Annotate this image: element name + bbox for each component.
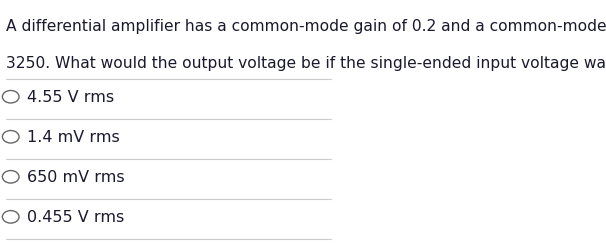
Text: 1.4 mV rms: 1.4 mV rms [27, 130, 119, 145]
Text: 3250. What would the output voltage be if the single-ended input voltage was 7 m: 3250. What would the output voltage be i… [5, 56, 606, 71]
Text: 0.455 V rms: 0.455 V rms [27, 209, 124, 225]
Text: 4.55 V rms: 4.55 V rms [27, 90, 114, 105]
Text: A differential amplifier has a common-mode gain of 0.2 and a common-mode rejecti: A differential amplifier has a common-mo… [5, 19, 606, 34]
Text: 650 mV rms: 650 mV rms [27, 170, 124, 184]
